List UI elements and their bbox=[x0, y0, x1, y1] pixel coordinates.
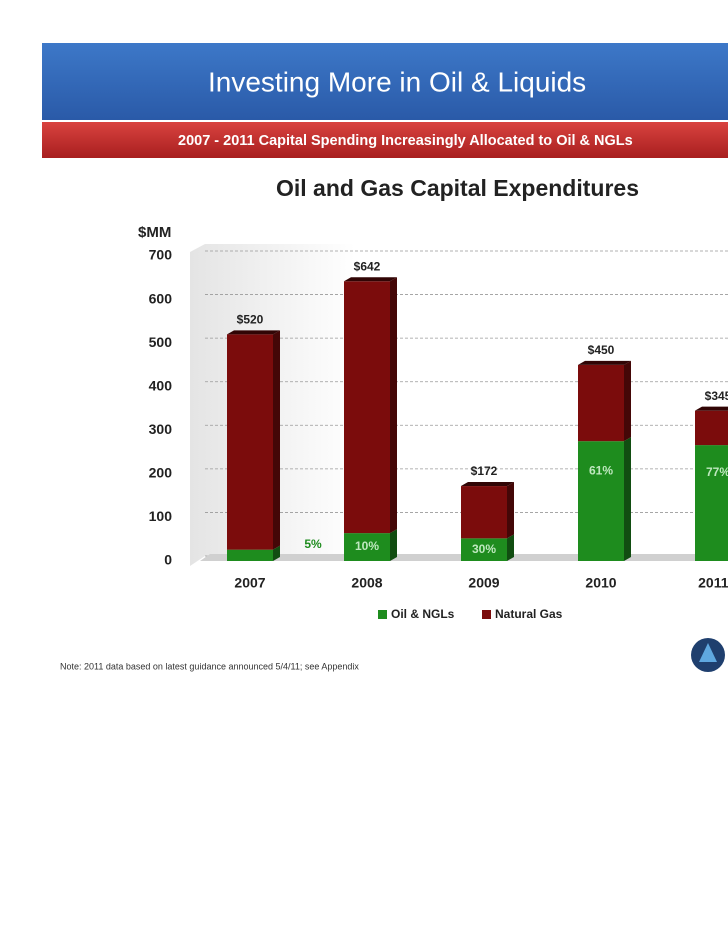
bar-segment bbox=[344, 533, 390, 561]
bar-side bbox=[273, 330, 280, 550]
x-tick-label: 2011E bbox=[698, 575, 728, 591]
total-label: $172 bbox=[471, 464, 498, 478]
bar-side bbox=[507, 482, 514, 539]
bar-top bbox=[578, 360, 631, 365]
share-label: 30% bbox=[472, 542, 496, 556]
y-tick-label: 100 bbox=[149, 508, 173, 524]
header-bar bbox=[42, 43, 728, 120]
legend-swatch bbox=[482, 610, 491, 619]
bar-segment bbox=[695, 445, 728, 561]
bar-segment bbox=[461, 538, 507, 561]
y-tick-label: 400 bbox=[149, 377, 173, 393]
y-axis-label: $MM bbox=[138, 224, 171, 241]
chart-title: Oil and Gas Capital Expenditures bbox=[276, 175, 639, 201]
header-title: Investing More in Oil & Liquids bbox=[208, 66, 586, 97]
y-tick-label: 300 bbox=[149, 421, 173, 437]
logo-mark bbox=[699, 643, 717, 662]
bar-side bbox=[507, 534, 514, 561]
x-tick-label: 2009 bbox=[468, 575, 499, 591]
total-label: $345 bbox=[705, 389, 728, 403]
bar-top bbox=[227, 330, 280, 335]
header-subtitle: 2007 - 2011 Capital Spending Increasingl… bbox=[178, 133, 633, 149]
bar-segment bbox=[578, 364, 624, 442]
share-label: 10% bbox=[355, 539, 379, 553]
bar-top bbox=[695, 406, 728, 411]
bar-side bbox=[624, 360, 631, 442]
bar-side bbox=[390, 277, 397, 534]
y-tick-label: 0 bbox=[164, 552, 172, 568]
y-tick-label: 600 bbox=[149, 290, 173, 306]
total-label: $642 bbox=[354, 259, 381, 273]
bar-top bbox=[461, 482, 514, 487]
bar-segment bbox=[344, 281, 390, 534]
bar-side bbox=[624, 437, 631, 561]
bar-segment bbox=[227, 334, 273, 550]
x-tick-label: 2010 bbox=[585, 575, 616, 591]
total-label: $520 bbox=[237, 313, 264, 327]
legend-swatch bbox=[378, 610, 387, 619]
bar-segment bbox=[227, 549, 273, 561]
legend-label: Natural Gas bbox=[495, 607, 563, 621]
bar-side bbox=[390, 529, 397, 561]
bar-segment bbox=[578, 441, 624, 561]
y-tick-label: 500 bbox=[149, 334, 173, 350]
footnote: Note: 2011 data based on latest guidance… bbox=[60, 661, 359, 671]
share-label: 61% bbox=[589, 463, 613, 477]
bar-segment bbox=[461, 486, 507, 539]
subheader-bar bbox=[42, 122, 728, 158]
share-label: 5% bbox=[304, 537, 322, 551]
y-tick-label: 200 bbox=[149, 465, 173, 481]
bar-side bbox=[273, 545, 280, 561]
x-tick-label: 2008 bbox=[351, 575, 382, 591]
total-label: $450 bbox=[588, 343, 615, 357]
legend-label: Oil & NGLs bbox=[391, 607, 455, 621]
bar-top bbox=[344, 277, 397, 282]
y-tick-label: 700 bbox=[149, 247, 173, 263]
bar-segment bbox=[695, 410, 728, 446]
x-tick-label: 2007 bbox=[234, 575, 265, 591]
share-label: 77% bbox=[706, 465, 728, 479]
